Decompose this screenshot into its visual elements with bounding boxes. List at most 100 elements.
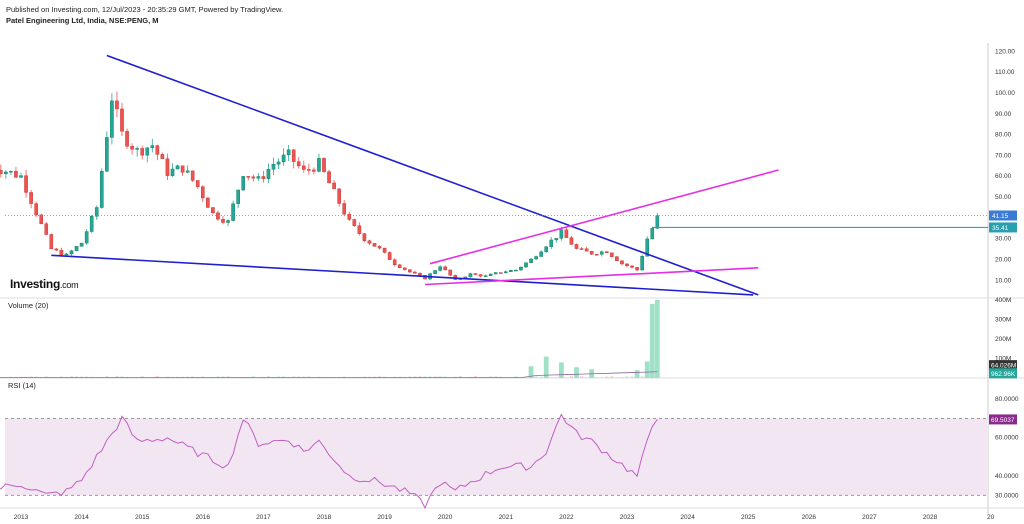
candle-body (241, 176, 246, 191)
volume-bar (473, 376, 478, 378)
candle-body (150, 145, 155, 149)
x-tick-label: 2025 (741, 514, 756, 521)
rsi-last-tag (989, 414, 1017, 425)
candle-body (312, 169, 316, 172)
candle-body (372, 243, 377, 247)
volume-ma-label: 64.026M (991, 363, 1016, 370)
candle-body (84, 231, 89, 244)
published-note: Published on Investing.com, 12/Jul/2023 … (6, 5, 284, 14)
candle-body (110, 100, 114, 138)
candle-body (635, 267, 639, 271)
candle-body (59, 249, 64, 256)
volume-bar (610, 376, 614, 378)
candle-body (115, 100, 119, 110)
candle-body (327, 171, 331, 184)
candle-body (271, 164, 276, 170)
x-tick-label: 2014 (74, 514, 89, 521)
volume-bar (377, 376, 382, 378)
volume-bar (615, 377, 619, 378)
candle-body (529, 258, 533, 263)
candle-body (514, 269, 518, 272)
candle-body (64, 253, 69, 256)
volume-bar (539, 376, 543, 378)
candle-body (337, 188, 341, 204)
volume-bar (630, 376, 634, 378)
rsi-title: RSI (14) (8, 381, 36, 390)
candle-body (79, 242, 84, 247)
candle-body (296, 161, 301, 167)
candle-body (650, 228, 655, 240)
candle-body (392, 259, 397, 266)
candle-body (9, 170, 13, 173)
candle-body (342, 203, 347, 215)
candle-body (534, 256, 538, 260)
candle-body (160, 154, 165, 159)
candle-body (509, 270, 513, 272)
candle-body (251, 176, 256, 179)
candle-body (498, 272, 503, 274)
x-tick-label: 2027 (862, 514, 877, 521)
volume-bar (524, 376, 528, 378)
volume-bar (115, 376, 119, 378)
candle-body (564, 229, 569, 238)
candle-body (231, 203, 235, 221)
x-tick-label: 2013 (14, 514, 29, 521)
candle-body (195, 180, 200, 187)
x-tick-label: 2017 (256, 514, 271, 521)
x-tick-label: 2018 (317, 514, 332, 521)
price-tick-label: 80.00 (995, 132, 1012, 139)
candle-body (605, 251, 609, 254)
candle-body (443, 266, 448, 271)
candle-body (4, 171, 8, 174)
x-tick-label: 2021 (499, 514, 514, 521)
x-tick-label: 2019 (377, 514, 392, 521)
candle-body (413, 271, 417, 274)
candle-body (387, 252, 392, 260)
volume-bar (549, 377, 553, 378)
candle-body (468, 273, 473, 278)
candle-body (34, 203, 38, 216)
candle-body (599, 251, 604, 255)
candle-body (625, 263, 629, 267)
candle-body (640, 256, 644, 271)
candle-body (589, 250, 594, 255)
volume-tick-label: 100M (995, 356, 1011, 363)
candle-body (377, 246, 382, 249)
candle-body (367, 240, 372, 244)
price-tick-label: 10.00 (995, 277, 1012, 284)
price-tick-label: 110.00 (995, 69, 1015, 76)
candle-body (281, 154, 286, 163)
candle-body (19, 175, 23, 178)
trendline-magenta-lower (424, 267, 759, 286)
candle-body (200, 186, 205, 199)
volume-bar (418, 376, 422, 378)
volume-tick-label: 200M (995, 336, 1011, 343)
rsi-band (5, 418, 988, 496)
candle-body (226, 220, 230, 223)
candle-body (478, 274, 483, 277)
chart-header: Published on Investing.com, 12/Jul/2023 … (6, 4, 283, 26)
candle-body (519, 266, 523, 271)
candle-body (574, 244, 579, 249)
price-tick-label: 90.00 (995, 111, 1012, 118)
price-tick-label: 30.00 (995, 236, 1012, 243)
candle-body (135, 148, 139, 150)
volume-bar (625, 376, 629, 378)
candle-body (397, 264, 402, 268)
volume-spike-bar (574, 367, 579, 378)
rsi-line (0, 413, 658, 510)
candle-body (630, 265, 634, 268)
x-tick-label: 20 (987, 514, 995, 521)
candle-body (655, 215, 660, 229)
price-tick-label: 60.00 (995, 173, 1012, 180)
volume-title: Volume (20) (8, 301, 49, 310)
candle-body (130, 146, 134, 150)
candle-body (221, 218, 225, 223)
volume-bar (155, 376, 159, 378)
candle-body (206, 197, 210, 208)
price-tick-label: 20.00 (995, 257, 1012, 264)
price-tick-label: 120.00 (995, 48, 1015, 55)
candle-body (145, 147, 150, 156)
trendline-blue-upper (106, 54, 759, 296)
candle-body (105, 137, 109, 172)
